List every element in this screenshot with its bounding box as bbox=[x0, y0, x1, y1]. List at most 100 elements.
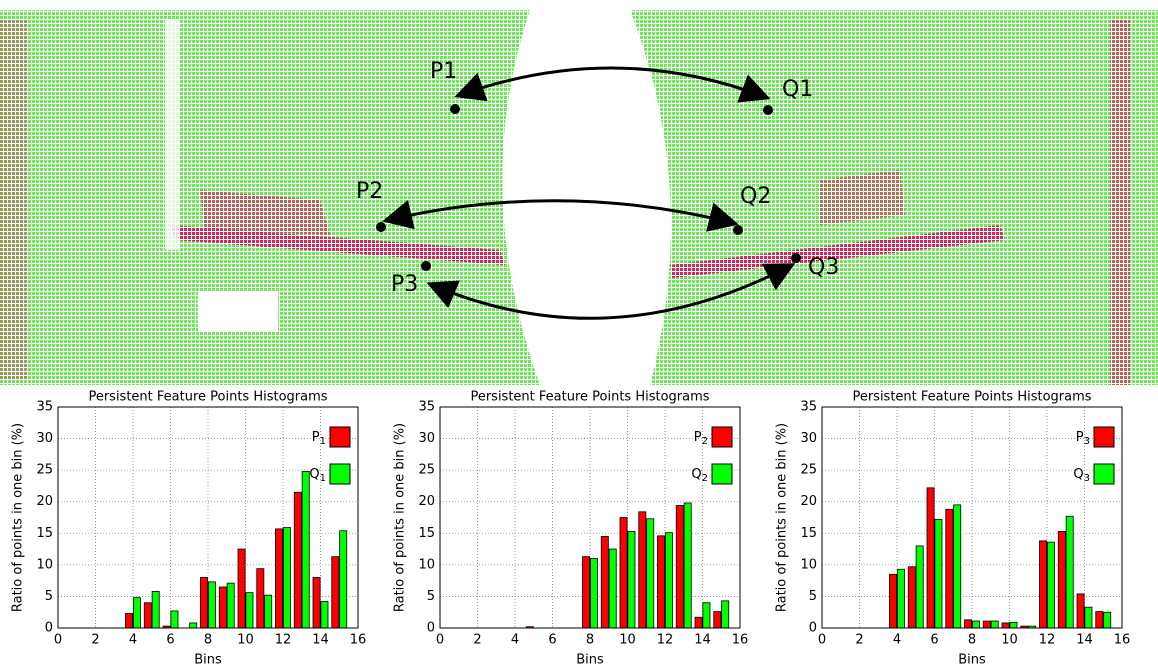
bar bbox=[276, 529, 283, 628]
y-tick-label: 0 bbox=[45, 621, 53, 636]
y-tick-label: 30 bbox=[36, 431, 53, 446]
legend-swatch bbox=[712, 427, 732, 447]
bar bbox=[1066, 516, 1073, 628]
bar bbox=[1010, 622, 1017, 628]
x-axis-label: Bins bbox=[958, 653, 986, 668]
bar bbox=[1085, 607, 1092, 628]
bar bbox=[1040, 541, 1047, 628]
bar bbox=[257, 569, 264, 628]
bar bbox=[946, 509, 953, 628]
chart: Persistent Feature Points HistogramsBins… bbox=[11, 390, 367, 668]
bar bbox=[265, 595, 272, 628]
bar bbox=[126, 613, 133, 628]
bar bbox=[620, 518, 627, 629]
bar bbox=[601, 536, 608, 628]
point-label: Q3 bbox=[808, 255, 839, 280]
y-tick-label: 20 bbox=[418, 494, 435, 509]
y-tick-label: 20 bbox=[800, 494, 817, 509]
x-tick-label: 4 bbox=[129, 633, 137, 648]
x-tick-label: 0 bbox=[818, 633, 826, 648]
legend-swatch bbox=[330, 427, 350, 447]
y-tick-label: 5 bbox=[45, 589, 53, 604]
bar bbox=[201, 577, 208, 628]
y-tick-label: 15 bbox=[418, 526, 435, 541]
y-tick-label: 30 bbox=[418, 431, 435, 446]
bar bbox=[302, 471, 309, 628]
bar bbox=[246, 593, 253, 628]
y-tick-label: 5 bbox=[809, 589, 817, 604]
y-axis-label: Ratio of points in one bin (%) bbox=[11, 423, 26, 612]
bar bbox=[190, 623, 197, 628]
bar bbox=[897, 569, 904, 628]
bar bbox=[695, 617, 702, 628]
x-tick-label: 14 bbox=[1076, 633, 1093, 648]
x-axis-label: Bins bbox=[576, 653, 604, 668]
y-tick-label: 25 bbox=[418, 463, 435, 478]
y-axis-label: Ratio of points in one bin (%) bbox=[775, 423, 790, 612]
bar bbox=[703, 603, 710, 628]
x-tick-label: 10 bbox=[1001, 633, 1018, 648]
x-tick-label: 2 bbox=[473, 633, 481, 648]
bar bbox=[294, 492, 301, 628]
bar bbox=[927, 488, 934, 628]
bar bbox=[1002, 623, 1009, 628]
x-tick-label: 2 bbox=[91, 633, 99, 648]
bar bbox=[954, 505, 961, 628]
y-tick-label: 35 bbox=[418, 400, 435, 415]
bar bbox=[133, 598, 140, 628]
bar bbox=[152, 591, 159, 628]
legend-label: Q2 bbox=[691, 467, 708, 485]
bar bbox=[590, 559, 597, 628]
y-tick-label: 10 bbox=[418, 557, 435, 572]
bar bbox=[227, 583, 234, 628]
legend-label: Q3 bbox=[1073, 467, 1090, 485]
bar bbox=[1096, 612, 1103, 628]
point-cloud-image: P1 Q1 P2 Q2 P3 Q3 bbox=[0, 10, 1158, 385]
point-label: Q1 bbox=[782, 77, 813, 102]
bar bbox=[609, 549, 616, 628]
bar bbox=[991, 621, 998, 628]
y-tick-label: 15 bbox=[800, 526, 817, 541]
y-tick-label: 0 bbox=[809, 621, 817, 636]
chart: Persistent Feature Points Histograms Bins… bbox=[393, 390, 749, 668]
bar bbox=[628, 531, 635, 628]
legend-swatch bbox=[712, 464, 732, 484]
x-tick-label: 4 bbox=[511, 633, 519, 648]
x-tick-label: 12 bbox=[1039, 633, 1056, 648]
x-tick-label: 10 bbox=[619, 633, 636, 648]
bar bbox=[684, 503, 691, 628]
x-tick-label: 12 bbox=[275, 633, 292, 648]
y-tick-label: 30 bbox=[800, 431, 817, 446]
bar bbox=[647, 519, 654, 628]
chart-title: Persistent Feature Points Histograms bbox=[470, 390, 709, 405]
x-tick-label: 16 bbox=[1114, 633, 1131, 648]
bar bbox=[676, 506, 683, 628]
y-tick-label: 10 bbox=[36, 557, 53, 572]
legend-swatch bbox=[330, 464, 350, 484]
x-tick-label: 14 bbox=[312, 633, 329, 648]
y-axis-label: Ratio of points in one bin (%) bbox=[393, 423, 408, 612]
chart-title: Persistent Feature Points Histograms bbox=[852, 390, 1091, 405]
x-tick-label: 12 bbox=[657, 633, 674, 648]
bar bbox=[340, 531, 347, 628]
bar bbox=[1077, 594, 1084, 628]
x-tick-label: 8 bbox=[586, 633, 594, 648]
bar bbox=[1104, 612, 1111, 628]
chart: Persistent Feature Points Histograms Bins… bbox=[775, 390, 1131, 668]
y-tick-label: 5 bbox=[427, 589, 435, 604]
bar bbox=[916, 546, 923, 628]
x-tick-label: 0 bbox=[54, 633, 62, 648]
point-label: P1 bbox=[430, 59, 457, 84]
legend-swatch bbox=[1094, 464, 1114, 484]
bar bbox=[219, 587, 226, 628]
bar bbox=[283, 528, 290, 628]
bar bbox=[639, 512, 646, 628]
chart-title: Persistent Feature Points Histograms bbox=[88, 390, 327, 405]
x-tick-label: 0 bbox=[436, 633, 444, 648]
figure: P1 Q1 P2 Q2 P3 Q3 Persistent Feature Poi… bbox=[0, 0, 1158, 670]
legend-label: Q1 bbox=[309, 467, 326, 485]
bar bbox=[714, 612, 721, 628]
bar bbox=[1058, 531, 1065, 628]
x-tick-label: 8 bbox=[968, 633, 976, 648]
bar bbox=[983, 621, 990, 628]
